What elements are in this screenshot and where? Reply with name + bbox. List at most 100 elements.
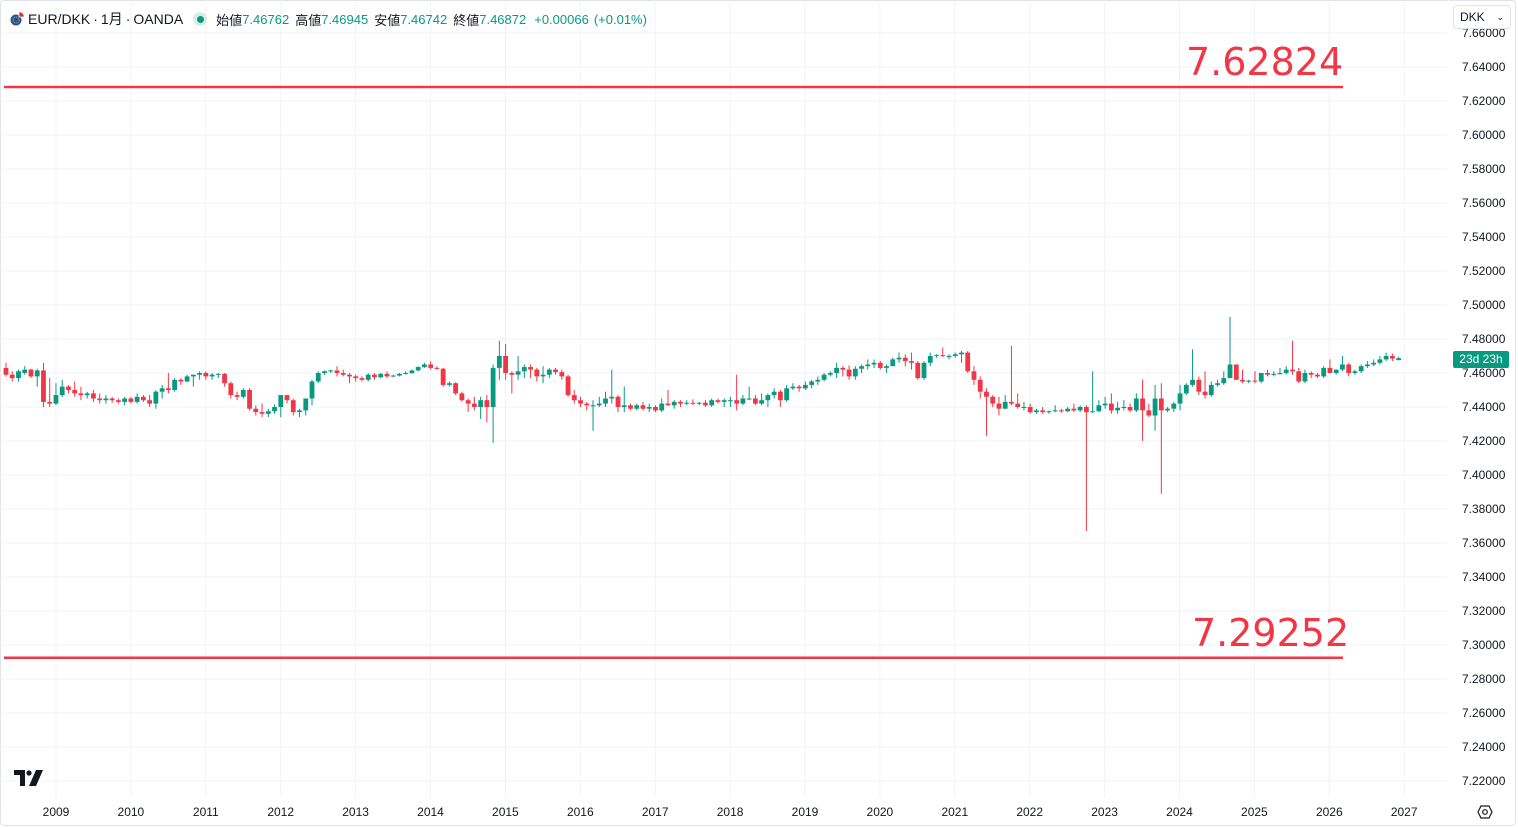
time-tick-label: 2020 (866, 805, 894, 819)
candle-body (815, 379, 821, 382)
candle-body (422, 364, 427, 368)
candle-body (1102, 403, 1108, 406)
candle-body (1271, 373, 1277, 375)
candle-body (1071, 408, 1077, 411)
price-tick-label: 7.32000 (1462, 604, 1506, 618)
candle-body (1396, 358, 1402, 361)
price-tick-label: 7.46000 (1462, 366, 1506, 380)
candle-body (665, 403, 671, 406)
price-tick-label: 7.52000 (1462, 264, 1506, 278)
candle-body (634, 405, 640, 409)
candle-body (565, 376, 571, 396)
candle-body (1246, 380, 1252, 382)
time-tick-label: 2010 (117, 805, 145, 819)
candle-body (653, 407, 658, 411)
candle-body (159, 388, 165, 392)
candle-body (1389, 356, 1395, 359)
candle-body (678, 401, 683, 404)
candle-body (809, 381, 815, 385)
candle-body (940, 355, 946, 357)
candle-body (540, 374, 546, 377)
symbol-legend: EUR/DKK · 1月 · OANDA 始値 7.46762 高値 7.46945… (10, 9, 647, 29)
candle-body (1083, 407, 1089, 413)
candle-body (846, 369, 852, 377)
candle-body (72, 390, 78, 394)
candle-body (147, 400, 153, 404)
candle-body (1365, 364, 1370, 367)
time-tick-label: 2022 (1016, 805, 1044, 819)
candle-body (909, 361, 914, 363)
candle-body (234, 395, 240, 397)
candle-body (134, 396, 140, 402)
candle-body (490, 367, 496, 407)
high-value: 7.46945 (321, 11, 369, 27)
candle-body (553, 369, 558, 373)
candle-body (53, 395, 59, 404)
candle-body (290, 400, 296, 413)
candle-body (740, 398, 746, 404)
symbol-name[interactable]: EUR/DKK (28, 11, 91, 27)
candle-body (91, 393, 96, 399)
currency-select[interactable]: DKK ⌄ (1453, 5, 1511, 29)
candle-body (1358, 366, 1364, 372)
candle-body (222, 373, 227, 384)
candle-body (709, 400, 715, 406)
time-tick-label: 2023 (1091, 805, 1118, 819)
candle-body (1321, 367, 1327, 377)
candle-body (353, 376, 359, 379)
price-tick-label: 7.38000 (1462, 502, 1506, 516)
exchange[interactable]: OANDA (133, 11, 184, 27)
candle-body (359, 378, 365, 380)
candle-body (753, 398, 758, 404)
time-tick-label: 2015 (492, 805, 519, 819)
candle-body (322, 371, 327, 373)
candle-body (203, 373, 209, 377)
candle-body (1196, 379, 1202, 392)
candle-body (403, 373, 409, 374)
price-tick-label: 7.34000 (1462, 570, 1506, 584)
candle-body (834, 367, 839, 373)
candle-body (603, 398, 608, 404)
price-tick-label: 7.54000 (1462, 230, 1506, 244)
candle-body (521, 367, 527, 372)
settings-gear-icon[interactable] (1477, 804, 1493, 820)
candle-body (515, 371, 521, 375)
interval[interactable]: 1月 (100, 11, 123, 27)
time-tick-label: 2013 (342, 805, 369, 819)
close-label: 終値 (453, 12, 480, 28)
candle-body (1034, 410, 1039, 413)
candle-body (140, 396, 146, 401)
candle-body (1283, 369, 1289, 373)
lower-line-label: 7.29252 (1192, 611, 1350, 655)
candle-body (1108, 403, 1114, 411)
candle-body (484, 400, 490, 407)
candle-body (759, 400, 765, 404)
candle-body (921, 362, 927, 379)
candle-body (628, 405, 633, 409)
candle-body (871, 362, 877, 365)
candle-body (1215, 383, 1220, 385)
candle-body (659, 403, 665, 411)
candle-body (877, 362, 883, 368)
candle-body (328, 370, 334, 372)
candle-body (1327, 367, 1333, 373)
candle-body (1015, 403, 1021, 407)
candle-body (284, 395, 290, 401)
market-status-icon[interactable] (193, 12, 208, 26)
candle-body (584, 403, 590, 406)
candle-body (777, 391, 783, 401)
price-tick-label: 7.62000 (1462, 94, 1506, 108)
candle-body (1346, 364, 1352, 373)
candle-body (3, 367, 9, 375)
candle-body (66, 386, 71, 390)
change-value: +0.00066 (534, 11, 589, 27)
candle-body (41, 370, 46, 402)
time-tick-label: 2024 (1166, 805, 1193, 819)
candle-body (478, 400, 484, 407)
candle-body (1165, 408, 1170, 411)
time-tick-label: 2027 (1390, 805, 1418, 819)
chevron-down-icon: ⌄ (1496, 11, 1504, 22)
candle-body (609, 396, 615, 399)
price-tick-label: 7.36000 (1462, 536, 1506, 550)
